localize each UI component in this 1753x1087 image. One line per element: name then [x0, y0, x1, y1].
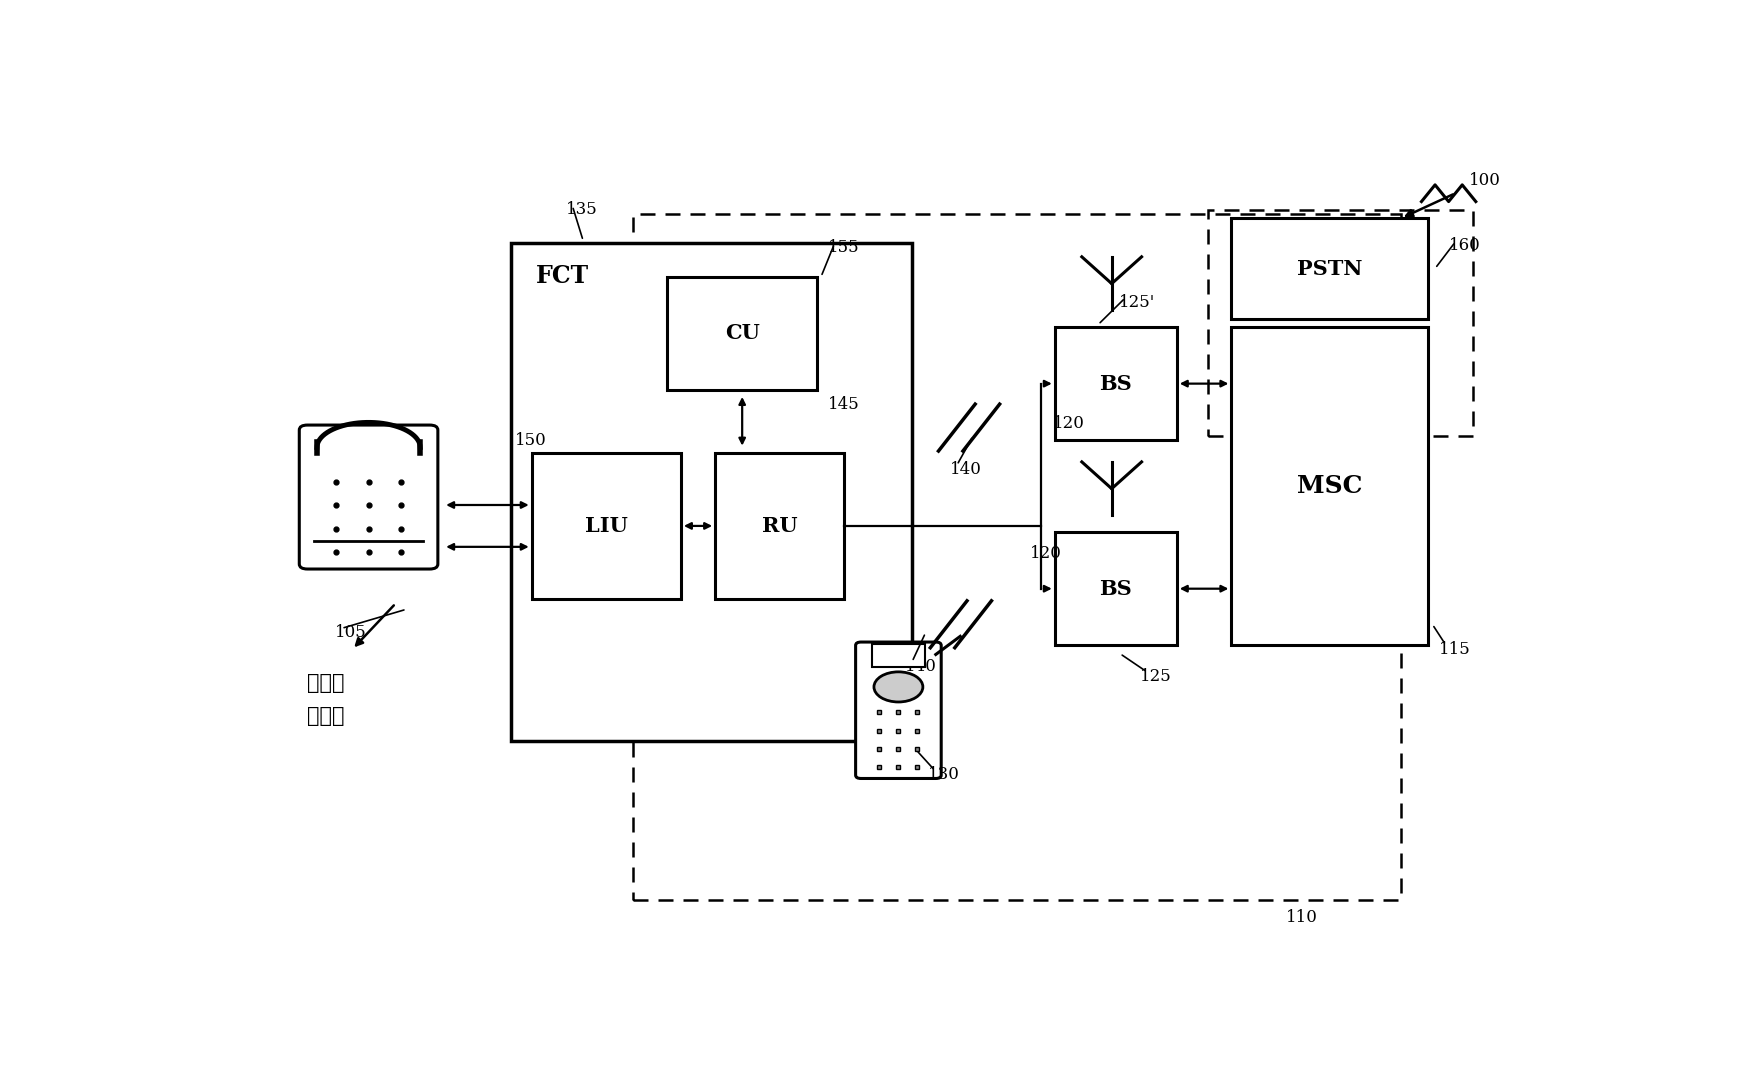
Text: 125': 125' — [1118, 293, 1155, 311]
Text: 140: 140 — [950, 461, 982, 478]
Text: 145: 145 — [827, 397, 859, 413]
Text: 电话机: 电话机 — [307, 707, 345, 726]
Bar — [873, 645, 924, 667]
Text: 100: 100 — [1469, 172, 1501, 189]
Text: LIU: LIU — [586, 516, 628, 536]
Text: 120: 120 — [1054, 415, 1085, 432]
Text: PSTN: PSTN — [1297, 259, 1362, 278]
Text: 至其他: 至其他 — [307, 673, 345, 692]
FancyBboxPatch shape — [300, 425, 438, 569]
Text: 130: 130 — [929, 766, 961, 784]
Text: 140: 140 — [905, 658, 938, 675]
Text: FCT: FCT — [536, 264, 589, 288]
Bar — [633, 214, 1401, 900]
Text: 110: 110 — [1285, 909, 1318, 926]
Bar — [1231, 218, 1429, 318]
Bar — [1231, 327, 1429, 646]
Text: RU: RU — [763, 516, 798, 536]
Bar — [531, 452, 680, 599]
Text: 160: 160 — [1448, 237, 1480, 254]
Text: 120: 120 — [1031, 545, 1062, 562]
Text: 150: 150 — [515, 432, 547, 449]
Text: 135: 135 — [566, 201, 598, 218]
Bar — [1055, 533, 1176, 646]
Text: MSC: MSC — [1297, 474, 1362, 498]
Text: 155: 155 — [827, 239, 859, 257]
Text: CU: CU — [724, 324, 759, 343]
Text: 105: 105 — [335, 624, 366, 641]
Text: BS: BS — [1099, 578, 1132, 599]
Bar — [1055, 327, 1176, 440]
Circle shape — [875, 672, 922, 702]
Bar — [1208, 210, 1473, 436]
Text: 115: 115 — [1439, 641, 1471, 658]
Bar — [512, 243, 912, 741]
Bar — [715, 452, 845, 599]
FancyBboxPatch shape — [855, 642, 941, 778]
Bar — [668, 277, 817, 390]
Text: BS: BS — [1099, 374, 1132, 393]
Text: 125: 125 — [1139, 667, 1173, 685]
